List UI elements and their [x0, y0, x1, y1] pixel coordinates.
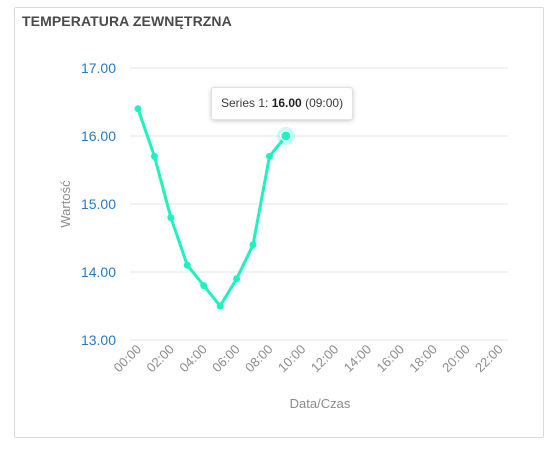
x-axis-label: Data/Czas — [290, 396, 351, 411]
tooltip-value: 16.00 — [271, 96, 302, 110]
x-tick-label: 02:00 — [143, 342, 177, 376]
y-tick-label: 16.00 — [81, 128, 116, 144]
data-point — [233, 275, 241, 283]
x-tick-label: 12:00 — [308, 342, 342, 376]
x-tick-label: 04:00 — [176, 342, 210, 376]
data-point — [150, 152, 158, 160]
data-point — [134, 105, 142, 113]
point-tooltip: Series 1: 16.00 (09:00) — [211, 87, 353, 120]
y-tick-label: 14.00 — [81, 264, 116, 280]
data-point — [183, 261, 191, 269]
chart-title: TEMPERATURA ZEWNĘTRZNA — [22, 13, 232, 29]
highlighted-point — [280, 130, 292, 142]
series-line — [136, 107, 288, 308]
tooltip-series-label: Series 1: — [221, 96, 269, 110]
data-point — [167, 214, 175, 222]
x-tick-label: 16:00 — [373, 342, 407, 376]
x-tick-label: 08:00 — [242, 342, 276, 376]
x-tick-label: 10:00 — [275, 342, 309, 376]
chart-card — [14, 7, 544, 438]
data-point — [216, 302, 224, 310]
x-tick-label: 06:00 — [209, 342, 243, 376]
x-tick-label: 18:00 — [406, 342, 440, 376]
y-tick-label: 17.00 — [81, 60, 116, 76]
y-tick-label: 15.00 — [81, 196, 116, 212]
tooltip-time: (09:00) — [305, 96, 344, 110]
y-axis-label: Wartość — [58, 180, 73, 228]
data-point — [265, 152, 273, 160]
data-point — [200, 282, 208, 290]
x-tick-label: 22:00 — [472, 342, 506, 376]
data-point — [249, 241, 257, 249]
y-tick-label: 13.00 — [81, 332, 116, 348]
x-tick-label: 20:00 — [439, 342, 473, 376]
x-tick-label: 14:00 — [341, 342, 375, 376]
